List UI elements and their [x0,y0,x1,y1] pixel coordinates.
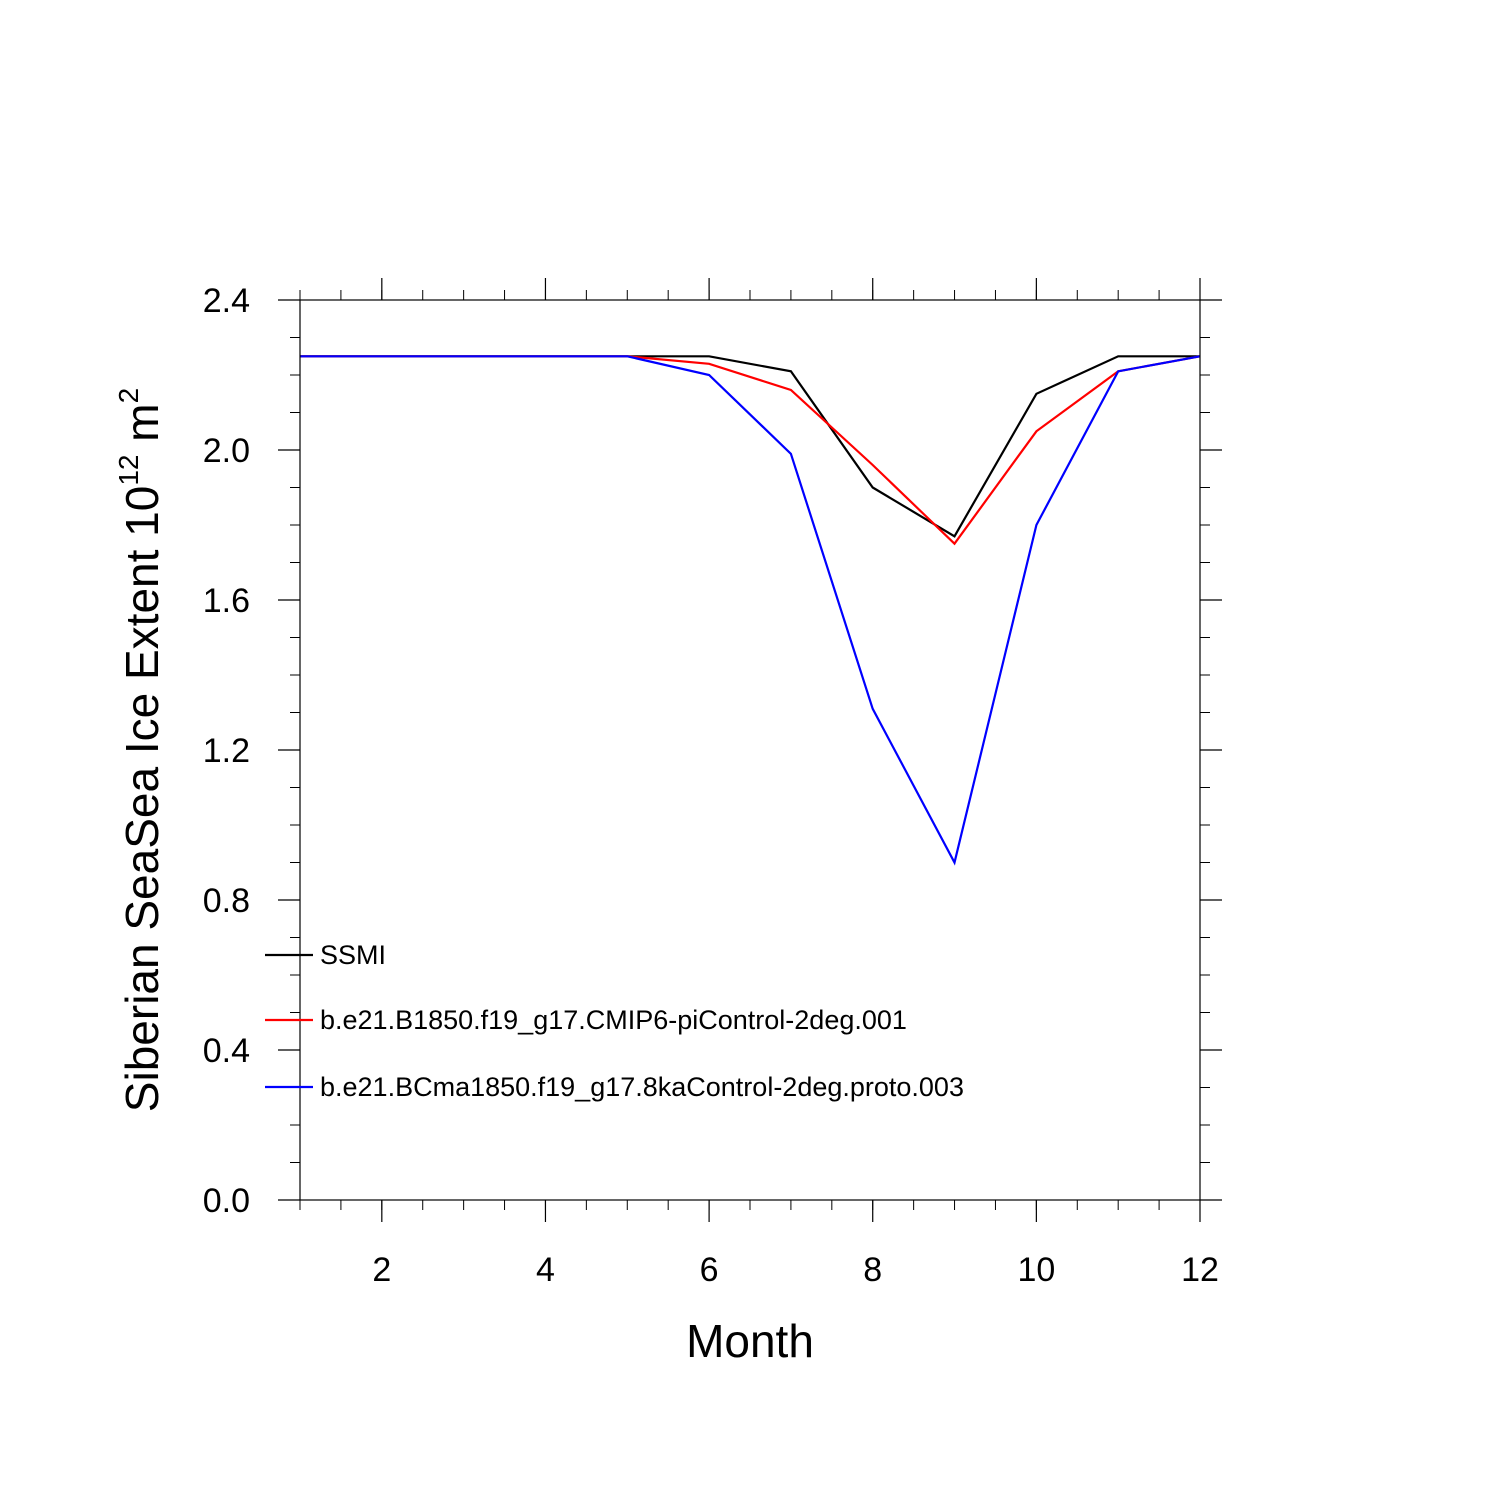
y-tick-label: 1.6 [203,582,250,620]
y-axis-title-exponent: 12 [113,455,144,486]
y-axis-title-spacer [116,442,168,455]
y-tick-labels: 0.0 0.4 0.8 1.2 1.6 2.0 2.4 [203,282,250,1220]
y-tick-label: 0.8 [203,882,250,920]
legend-label-1: b.e21.B1850.f19_g17.CMIP6-piControl-2deg… [320,1005,907,1035]
x-tick-label: 2 [372,1251,391,1289]
major-ticks [278,278,1222,1222]
y-axis-title-main: Siberian SeaSea Ice Extent 10 [116,486,168,1113]
x-tick-label: 12 [1181,1251,1219,1289]
x-tick-label: 6 [700,1251,719,1289]
plot-frame [299,299,1201,1201]
x-tick-label: 10 [1017,1251,1055,1289]
y-axis-title-unit-exponent: 2 [113,388,144,404]
legend: SSMI b.e21.B1850.f19_g17.CMIP6-piControl-… [265,940,964,1102]
y-tick-label: 1.2 [203,732,250,770]
series-line-1 [300,355,1201,546]
y-tick-label: 0.4 [203,1032,250,1070]
legend-label-0: SSMI [320,940,386,970]
y-axis-title: Siberian SeaSea Ice Extent 1012 m2 [113,388,168,1112]
x-tick-label: 4 [536,1251,555,1289]
y-tick-label: 0.0 [203,1182,250,1220]
x-tick-labels: 2 4 6 8 10 12 [372,1251,1219,1289]
x-axis-title: Month [686,1315,814,1367]
y-axis-title-unit: m [116,403,168,441]
series-line-2 [300,355,1201,866]
series-line-0 [300,355,1200,538]
x-tick-label: 8 [863,1251,882,1289]
legend-label-2: b.e21.BCma1850.f19_g17.8kaControl-2deg.p… [320,1072,964,1102]
y-tick-label: 2.0 [203,432,250,470]
y-tick-label: 2.4 [203,282,250,320]
plot-lines [300,355,1201,866]
